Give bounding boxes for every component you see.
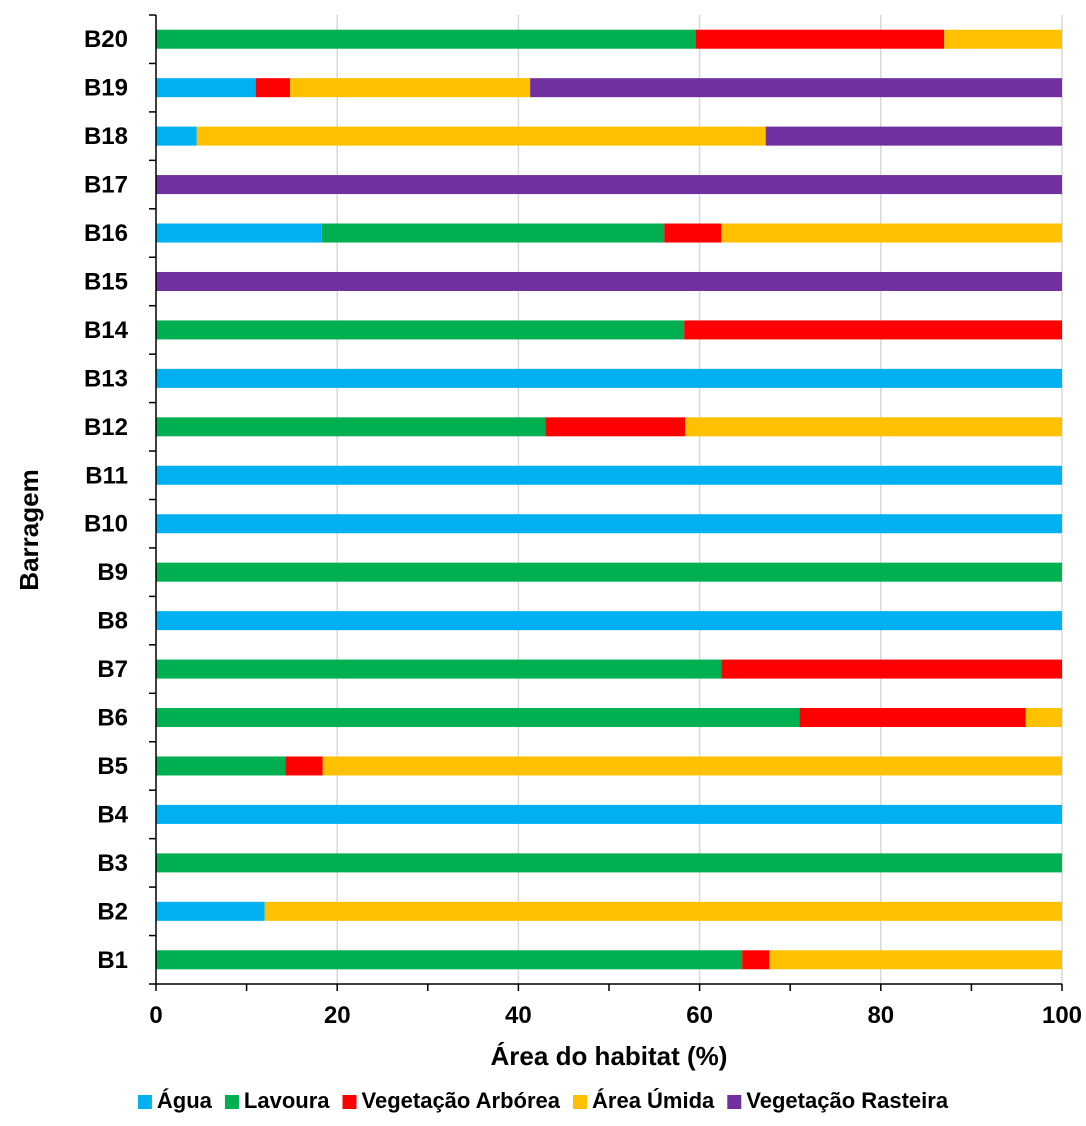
- y-tick-label: B1: [97, 947, 128, 974]
- y-tick-label: B9: [97, 559, 128, 586]
- bar-segment-b13: [156, 368, 1062, 388]
- bar-segment-b20: [156, 29, 696, 49]
- y-tick-label: B6: [97, 705, 128, 732]
- legend-label: Água: [157, 1088, 213, 1113]
- bar-segment-b16: [664, 223, 722, 243]
- bar-segment-b2: [156, 901, 265, 921]
- legend-swatch: [573, 1095, 588, 1109]
- legend-swatch: [137, 1095, 152, 1109]
- bar-segment-b3: [156, 853, 1062, 873]
- bars: [156, 29, 1063, 970]
- bar-segment-b14: [684, 320, 1062, 340]
- y-tick-label: B15: [84, 268, 128, 295]
- bar-segment-b1: [156, 950, 743, 970]
- legend-label: Vegetação Arbórea: [362, 1088, 561, 1113]
- bar-segment-b16: [156, 223, 322, 243]
- legend: Água Lavoura Vegetação Arbórea Área Úmida Ve…: [137, 1088, 949, 1113]
- y-tick-label: B12: [84, 414, 128, 441]
- legend-label: Lavoura: [244, 1088, 330, 1113]
- bar-segment-b5: [285, 756, 323, 776]
- bar-segment-b17: [156, 175, 1062, 195]
- bar-segment-b19: [290, 78, 531, 98]
- x-tick-label: 100: [1042, 1002, 1082, 1029]
- bar-segment-b5: [156, 756, 286, 776]
- bar-segment-b4: [156, 804, 1062, 824]
- y-tick-labels: B1 B2 B3 B4 B5 B6 B7 B8 B9 B10 B11 B12 B13 B14 B15 B16 B…: [84, 26, 129, 974]
- y-tick-label: B20: [84, 26, 128, 53]
- bar-segment-b16: [721, 223, 1062, 243]
- y-tick-label: B7: [97, 656, 128, 683]
- bar-segment-b19: [156, 78, 256, 98]
- bar-segment-b19: [530, 78, 1062, 98]
- legend-item: Vegetação Rasteira: [727, 1088, 949, 1113]
- bar-segment-b18: [196, 126, 766, 146]
- x-tick-label: 0: [149, 1002, 162, 1029]
- bar-segment-b11: [156, 465, 1062, 485]
- bar-segment-b15: [156, 271, 1062, 291]
- bar-segment-b18: [156, 126, 197, 146]
- y-tick-label: B19: [84, 75, 128, 102]
- legend-item: Área Úmida: [573, 1088, 715, 1113]
- legend-item: Lavoura: [224, 1088, 330, 1113]
- axes: [149, 14, 1063, 991]
- y-tick-label: B4: [97, 801, 128, 828]
- legend-item: Vegetação Arbórea: [342, 1088, 561, 1113]
- bar-segment-b12: [545, 417, 686, 437]
- y-tick-label: B5: [97, 753, 128, 780]
- legend-label: Vegetação Rasteira: [746, 1088, 949, 1113]
- legend-swatch: [342, 1095, 357, 1109]
- bar-segment-b1: [769, 950, 1062, 970]
- y-tick-label: B2: [97, 898, 128, 925]
- bar-segment-b20: [944, 29, 1062, 49]
- legend-swatch: [224, 1095, 239, 1109]
- x-tick-label: 20: [324, 1002, 351, 1029]
- grid-lines: [336, 15, 1063, 984]
- bar-segment-b8: [156, 611, 1062, 631]
- bar-segment-b5: [322, 756, 1063, 776]
- x-axis-title: Área do habitat (%): [491, 1041, 728, 1071]
- bar-segment-b6: [799, 708, 1026, 728]
- legend-label: Área Úmida: [592, 1088, 715, 1113]
- y-tick-label: B14: [84, 317, 129, 344]
- y-axis-title: Barragem: [14, 469, 44, 590]
- bar-segment-b20: [695, 29, 945, 49]
- y-tick-label: B11: [85, 462, 128, 489]
- x-tick-labels: 0 20 40 60 80 100: [149, 1002, 1082, 1029]
- bar-segment-b14: [156, 320, 685, 340]
- bar-segment-b2: [264, 901, 1063, 921]
- y-tick-label: B3: [97, 850, 128, 877]
- y-tick-label: B17: [84, 172, 128, 199]
- x-tick-label: 40: [505, 1002, 532, 1029]
- bar-segment-b10: [156, 514, 1062, 534]
- bar-segment-b6: [1025, 708, 1062, 728]
- y-tick-label: B8: [97, 608, 128, 635]
- bar-segment-b16: [321, 223, 665, 243]
- bar-segment-b6: [156, 708, 800, 728]
- bar-segment-b12: [156, 417, 546, 437]
- y-tick-label: B18: [84, 123, 128, 150]
- y-tick-label: B16: [84, 220, 128, 247]
- bar-segment-b9: [156, 562, 1062, 582]
- legend-swatch: [727, 1095, 742, 1109]
- bar-segment-b7: [156, 659, 722, 679]
- y-tick-label: B13: [84, 365, 128, 392]
- bar-segment-b1: [742, 950, 770, 970]
- legend-item: Água: [137, 1088, 213, 1113]
- bar-segment-b18: [765, 126, 1062, 146]
- x-tick-label: 60: [686, 1002, 713, 1029]
- bar-segment-b19: [255, 78, 291, 98]
- x-tick-label: 80: [867, 1002, 894, 1029]
- bar-segment-b7: [721, 659, 1062, 679]
- y-tick-label: B10: [84, 511, 128, 538]
- bar-segment-b12: [685, 417, 1062, 437]
